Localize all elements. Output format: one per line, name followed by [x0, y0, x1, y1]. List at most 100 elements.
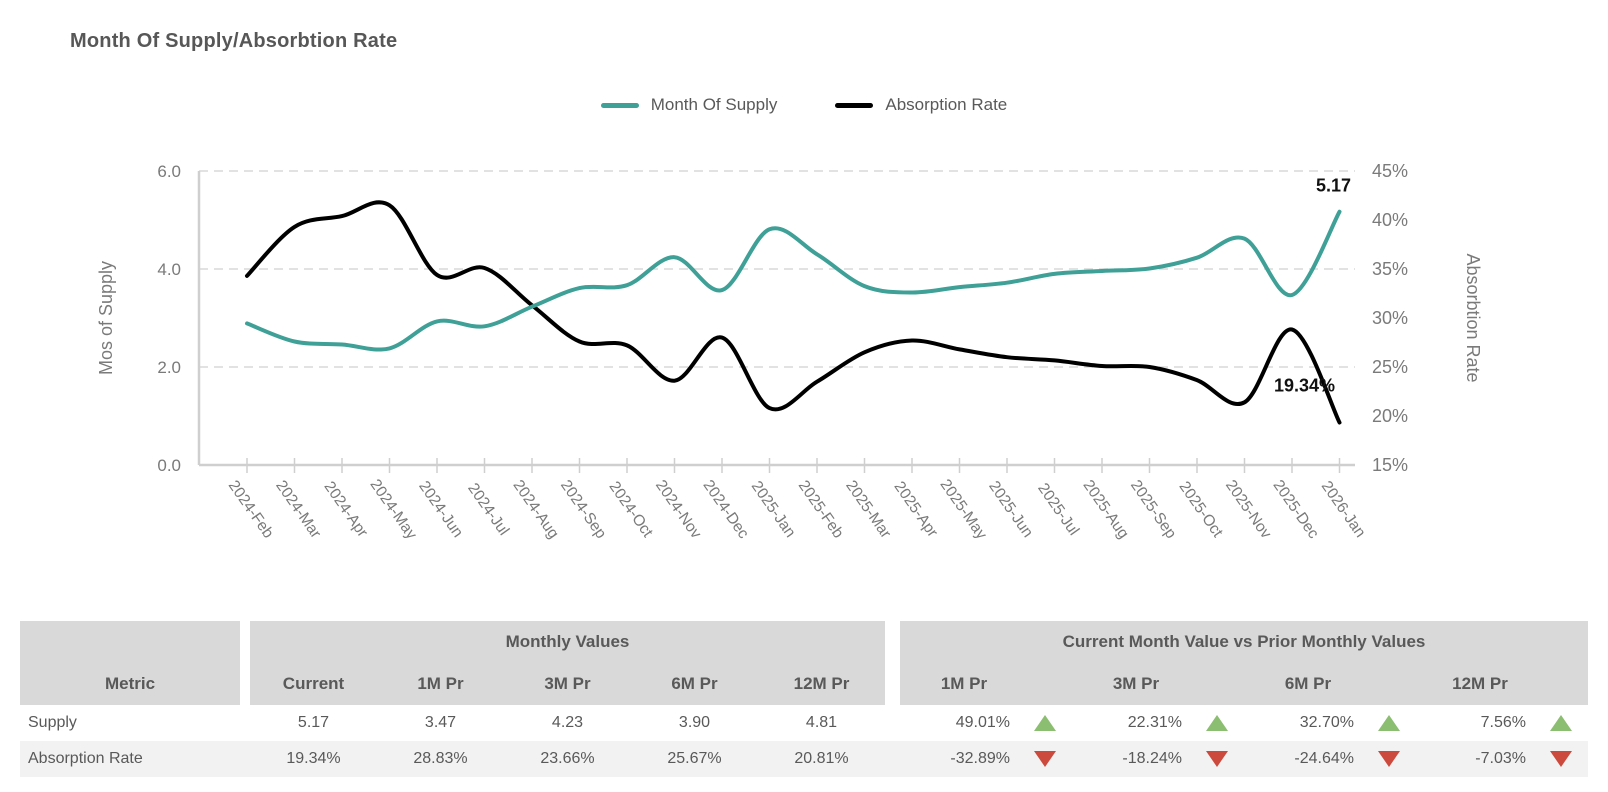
x-axis-tick-label: 2025-Jan: [748, 478, 799, 541]
column-header-1m-pr: 1M Pr: [417, 674, 464, 693]
right-axis-tick-label: 15%: [1372, 455, 1408, 475]
x-axis-tick-label: 2025-Aug: [1079, 477, 1131, 542]
x-axis-tick-label: 2025-May: [936, 476, 990, 542]
table-body: Supply 5.17 3.47 4.23 3.90 4.81 49.01% 22.31% 32…: [20, 705, 1588, 777]
absorption-line-swatch-icon: [835, 102, 874, 108]
x-axis-tick-label: 2025-Apr: [890, 478, 941, 540]
down-triangle-icon: [1034, 751, 1056, 767]
monthly-value-cell: 19.34%: [286, 750, 341, 767]
x-axis-tick-label: 2025-Dec: [1269, 477, 1322, 542]
comparison-value: -24.64%: [1294, 750, 1354, 767]
column-header-12m-pr: 12M Pr: [793, 674, 850, 693]
comparison-value: -18.24%: [1122, 750, 1182, 767]
legend-label: Month Of Supply: [650, 95, 778, 114]
metric-cell: Supply: [28, 714, 77, 731]
x-axis-tick-label: 2025-Mar: [842, 477, 894, 541]
legend-label: Absorption Rate: [885, 95, 1008, 114]
column-header-3m-pr: 3M Pr: [544, 674, 591, 693]
absorption-line[interactable]: [245, 200, 1342, 425]
comparison-value-cell: 7.56%: [1416, 714, 1588, 732]
comparison-value: -32.89%: [950, 750, 1010, 767]
monthly-value-cell: 25.67%: [667, 750, 722, 767]
metric-header-label: Metric: [104, 674, 156, 693]
column-header-current: Current: [282, 674, 345, 693]
metrics-table: Metric Monthly Values Current 1M Pr 3M P…: [20, 621, 1588, 777]
comparison-value: 49.01%: [955, 714, 1010, 731]
comparison-value: 32.70%: [1299, 714, 1354, 731]
left-axis-title: Mos of Supply: [96, 261, 116, 375]
table-row: Supply 5.17 3.47 4.23 3.90 4.81 49.01% 22.31% 32…: [20, 705, 1588, 741]
supply-line[interactable]: [245, 209, 1342, 352]
monthly-column-headers: Current 1M Pr 3M Pr 6M Pr 12M Pr: [250, 663, 885, 705]
header-gap: [240, 621, 250, 705]
comparison-value: -7.03%: [1475, 750, 1526, 767]
x-axis-tick-label: 2024-Dec: [699, 477, 752, 542]
x-axis-tick-label: 2024-Sep: [557, 477, 609, 542]
x-axis-tick-label: 2024-Jul: [464, 480, 512, 538]
right-axis-tick-label: 40%: [1372, 210, 1408, 230]
monthly-value-cell: 4.23: [551, 714, 584, 731]
chart-title: Month Of Supply/Absorbtion Rate: [70, 30, 398, 52]
chart-legend: Month Of Supply Absorption Rate: [0, 95, 1608, 115]
metric-cell: Absorption Rate: [28, 750, 143, 767]
dual-axis-line-chart: 2024-Feb2024-Mar2024-Apr2024-May2024-Jun…: [96, 161, 1483, 543]
comparison-header-block: Current Month Value vs Prior Monthly Val…: [900, 621, 1588, 705]
monthly-value-cell: 23.66%: [540, 750, 595, 767]
comparison-value-cell: 49.01%: [900, 714, 1072, 732]
column-header-6m-pr: 6M Pr: [671, 674, 718, 693]
left-axis-tick-label: 6.0: [157, 162, 181, 181]
x-axis-tick-label: 2024-Aug: [509, 477, 561, 542]
comparison-value-cell: -7.03%: [1416, 750, 1588, 768]
comparison-value-cell: -32.89%: [900, 750, 1072, 768]
column-header-vs-3m-pr: 3M Pr: [1112, 674, 1160, 693]
x-axis-tick-label: 2026-Jan: [1318, 478, 1369, 541]
x-axis-tick-label: 2024-Feb: [225, 477, 277, 541]
column-header-vs-1m-pr: 1M Pr: [940, 674, 988, 693]
comparison-value-cell: 22.31%: [1072, 714, 1244, 732]
supply-line-swatch-icon: [600, 102, 639, 108]
x-axis-tick-label: 2025-Sep: [1127, 477, 1179, 542]
x-axis-tick-label: 2025-Jul: [1034, 480, 1082, 538]
legend-item-month-of-supply[interactable]: Month Of Supply: [600, 95, 778, 115]
comparison-group-header: Current Month Value vs Prior Monthly Val…: [1062, 632, 1426, 651]
left-axis-tick-label: 2.0: [157, 358, 181, 377]
down-triangle-icon: [1378, 751, 1400, 767]
absorption-end-data-label: 19.34%: [1274, 375, 1335, 395]
column-header-vs-12m-pr: 12M Pr: [1452, 674, 1508, 693]
left-axis-tick-label: 0.0: [157, 456, 181, 475]
up-triangle-icon: [1034, 715, 1056, 731]
header-gap: [885, 621, 900, 705]
monthly-value-cell: 3.47: [424, 714, 457, 731]
down-triangle-icon: [1206, 751, 1228, 767]
x-axis-tick-label: 2024-Jun: [415, 478, 466, 541]
x-axis-tick-label: 2024-Oct: [605, 478, 656, 541]
x-axis-tick-label: 2024-May: [366, 476, 420, 542]
comparison-value: 22.31%: [1127, 714, 1182, 731]
comparison-value-cell: -18.24%: [1072, 750, 1244, 768]
right-axis-tick-label: 45%: [1372, 161, 1408, 181]
x-axis-tick-label: 2025-Feb: [795, 477, 847, 541]
down-triangle-icon: [1550, 751, 1572, 767]
right-axis-tick-label: 35%: [1372, 259, 1408, 279]
monthly-value-cell: 4.81: [805, 714, 838, 731]
monthly-values-group-header: Monthly Values: [505, 632, 630, 651]
table-header: Metric Monthly Values Current 1M Pr 3M P…: [20, 621, 1588, 705]
x-axis-tick-label: 2025-Jun: [985, 478, 1036, 541]
right-axis-tick-label: 25%: [1372, 357, 1408, 377]
monthly-value-cell: 3.90: [678, 714, 711, 731]
right-axis-title: Absorbtion Rate: [1463, 253, 1483, 382]
column-header-vs-6m-pr: 6M Pr: [1284, 674, 1332, 693]
metric-header-cell: Metric: [20, 621, 240, 705]
x-axis-tick-label: 2025-Oct: [1175, 478, 1226, 541]
right-axis-tick-label: 30%: [1372, 308, 1408, 328]
up-triangle-icon: [1550, 715, 1572, 731]
monthly-values-header-block: Monthly Values Current 1M Pr 3M Pr 6M Pr…: [250, 621, 885, 705]
left-axis-tick-label: 4.0: [157, 260, 181, 279]
x-axis-tick-label: 2024-Apr: [320, 478, 371, 540]
up-triangle-icon: [1378, 715, 1400, 731]
comparison-value: 7.56%: [1480, 714, 1526, 731]
comparison-value-cell: 32.70%: [1244, 714, 1416, 732]
comparison-value-cell: -24.64%: [1244, 750, 1416, 768]
legend-item-absorption-rate[interactable]: Absorption Rate: [835, 95, 1007, 115]
